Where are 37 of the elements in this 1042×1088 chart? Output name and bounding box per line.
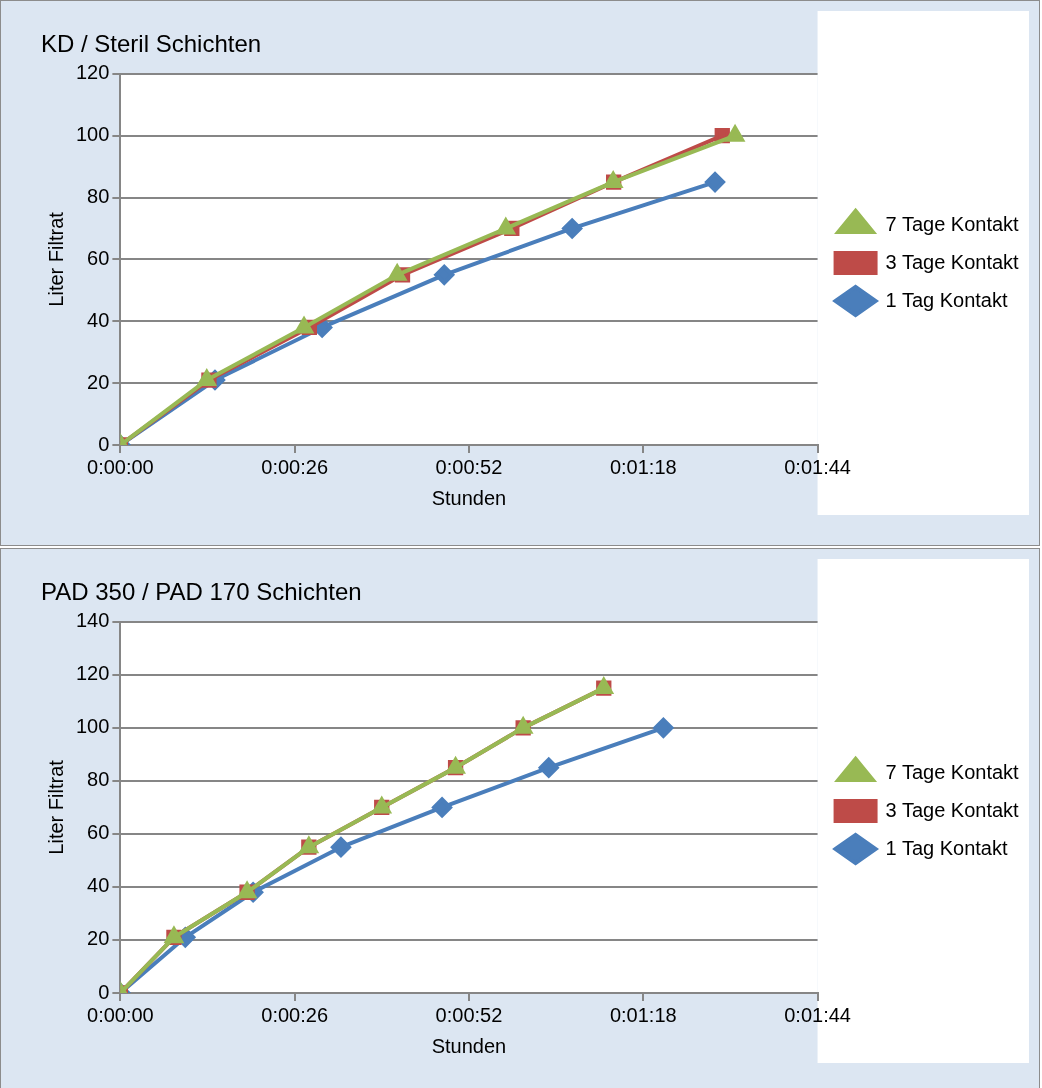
x-tick-label: 0:00:52 bbox=[435, 455, 503, 478]
y-axis-title: Liter Filtrat bbox=[44, 211, 67, 307]
y-tick-label: 100 bbox=[75, 123, 110, 146]
y-tick-label: 0 bbox=[98, 432, 110, 455]
y-tick-label: 20 bbox=[87, 370, 110, 393]
y-tick-label: 140 bbox=[75, 609, 110, 632]
y-tick-label: 40 bbox=[87, 874, 110, 897]
legend-label: 1 Tag Kontakt bbox=[885, 288, 1008, 311]
chart-title: KD / Steril Schichten bbox=[41, 30, 262, 58]
legend-label: 7 Tage Kontakt bbox=[885, 212, 1020, 235]
y-tick-label: 80 bbox=[87, 768, 110, 791]
legend-label: 7 Tage Kontakt bbox=[885, 760, 1020, 783]
y-tick-label: 60 bbox=[87, 246, 110, 269]
x-tick-label: 0:00:26 bbox=[261, 1003, 329, 1026]
y-tick-label: 60 bbox=[87, 821, 110, 844]
legend-label: 3 Tage Kontakt bbox=[885, 798, 1020, 821]
x-tick-label: 0:01:44 bbox=[784, 455, 851, 478]
y-tick-label: 20 bbox=[87, 927, 110, 950]
x-tick-label: 0:01:44 bbox=[784, 1003, 851, 1026]
legend-label: 1 Tag Kontakt bbox=[885, 836, 1008, 859]
x-axis-title: Stunden bbox=[431, 1034, 507, 1057]
x-tick-label: 0:00:52 bbox=[435, 1003, 503, 1026]
y-tick-label: 40 bbox=[87, 308, 110, 331]
y-tick-label: 120 bbox=[75, 61, 110, 84]
chart-title: PAD 350 / PAD 170 Schichten bbox=[41, 578, 362, 606]
x-tick-label: 0:00:00 bbox=[87, 1003, 154, 1026]
x-tick-label: 0:00:26 bbox=[261, 455, 329, 478]
x-tick-label: 0:01:18 bbox=[609, 1003, 677, 1026]
y-tick-label: 0 bbox=[98, 980, 110, 1003]
y-tick-label: 100 bbox=[75, 715, 110, 738]
x-tick-label: 0:01:18 bbox=[609, 455, 677, 478]
x-tick-label: 0:00:00 bbox=[87, 455, 154, 478]
x-axis-title: Stunden bbox=[431, 486, 507, 509]
y-axis-title: Liter Filtrat bbox=[44, 759, 67, 855]
y-tick-label: 80 bbox=[87, 185, 110, 208]
legend-label: 3 Tage Kontakt bbox=[885, 250, 1020, 273]
y-tick-label: 120 bbox=[75, 662, 110, 685]
